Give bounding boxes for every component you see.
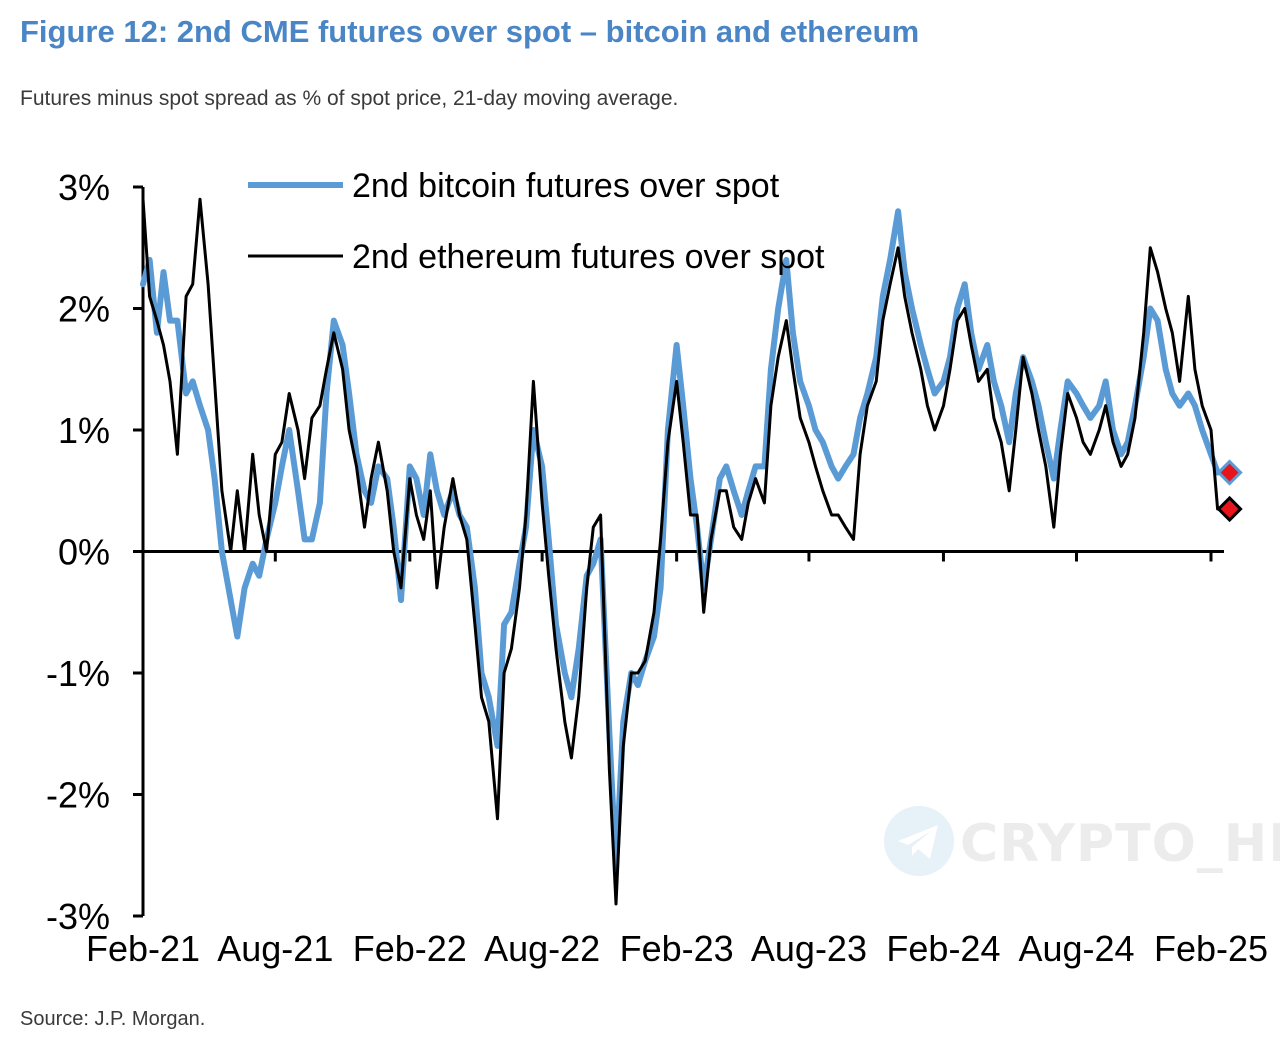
x-tick-label: Feb-24 [886, 928, 1000, 969]
series-line-bitcoin [140, 208, 1221, 871]
telegram-plane-icon [884, 806, 954, 876]
legend-label-bitcoin: 2nd bitcoin futures over spot [352, 167, 780, 205]
y-tick-label: 2% [58, 289, 110, 330]
x-tick-label: Aug-22 [484, 928, 600, 969]
x-tick-label: Feb-22 [353, 928, 467, 969]
chart-subtitle: Futures minus spot spread as % of spot p… [20, 87, 679, 110]
x-tick-label: Feb-21 [86, 928, 200, 969]
y-tick-label: 0% [58, 532, 110, 573]
x-tick-label: Aug-21 [217, 928, 333, 969]
chart-title: Figure 12: 2nd CME futures over spot – b… [20, 14, 920, 49]
watermark: CRYPTO_HD [884, 806, 1280, 878]
x-tick-label: Aug-23 [751, 928, 867, 969]
x-tick-label: Feb-23 [620, 928, 734, 969]
watermark-text: CRYPTO_HD [960, 814, 1280, 874]
axes: 3% 2% 1% 0% -1% -2% -3%Feb-21 Aug-21 Feb-22 Aug-2… [46, 167, 1268, 969]
end-markers [1216, 459, 1243, 523]
y-tick-label: -2% [46, 775, 110, 816]
legend: 2nd bitcoin futures over spot 2nd ethere… [248, 167, 825, 276]
legend-label-ethereum: 2nd ethereum futures over spot [352, 238, 825, 276]
end-marker-ethereum [1216, 495, 1243, 523]
end-marker-bitcoin [1216, 459, 1243, 486]
y-tick-label: 1% [58, 410, 110, 451]
x-tick-label: Feb-25 [1154, 928, 1268, 969]
y-tick-label: -3% [46, 896, 110, 937]
series-line-ethereum [141, 197, 1220, 906]
y-tick-label: -1% [46, 653, 110, 694]
series-layer [140, 197, 1221, 906]
source-note: Source: J.P. Morgan. [20, 1008, 206, 1030]
y-tick-label: 3% [58, 167, 110, 208]
x-tick-label: Aug-24 [1018, 928, 1134, 969]
